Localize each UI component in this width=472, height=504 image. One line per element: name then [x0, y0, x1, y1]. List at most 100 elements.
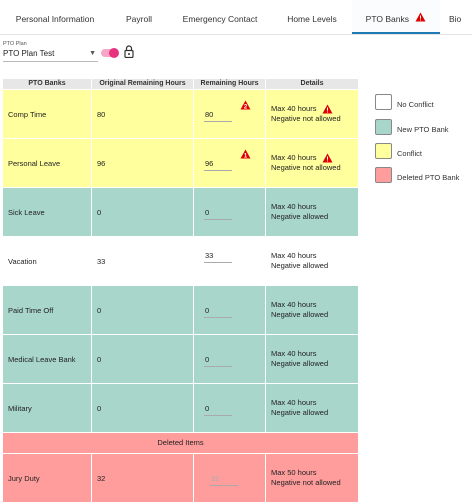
tab-label: Personal Information — [15, 14, 95, 24]
remaining-hours-cell: 80 2 — [194, 90, 265, 138]
tab-label: PTO Banks — [365, 14, 409, 24]
detail-negative: Negative allowed — [271, 359, 329, 368]
warning-icon[interactable]: 1 — [240, 149, 251, 161]
legend-label: Deleted PTO Bank — [397, 173, 460, 182]
legend-label: New PTO Bank — [397, 125, 449, 134]
tab-payroll[interactable]: Payroll — [110, 0, 168, 34]
column-header-pto-banks: PTO Banks — [3, 79, 91, 89]
details-cell: Max 40 hours Negative not allowed — [266, 139, 358, 187]
original-hours: 32 — [92, 454, 193, 502]
detail-max: Max 40 hours — [271, 202, 317, 211]
plan-toggle[interactable] — [101, 48, 119, 58]
remaining-hours-cell: 0 — [194, 286, 265, 334]
detail-max: Max 40 hours — [271, 349, 317, 358]
tab-label: Bio — [449, 14, 462, 24]
tab-emergency-contact[interactable]: Emergency Contact — [168, 0, 272, 34]
original-hours: 33 — [92, 237, 193, 285]
legend-item-conflict: Conflict — [375, 143, 472, 163]
bank-name: Paid Time Off — [3, 286, 91, 334]
original-hours: 0 — [92, 188, 193, 236]
table-row: Medical Leave Bank 0 0 Max 40 hours Nega… — [3, 335, 358, 383]
bank-name: Jury Duty — [3, 454, 91, 502]
detail-max: Max 40 hours — [271, 300, 317, 309]
legend-item-no-conflict: No Conflict — [375, 94, 472, 114]
tab-pto-banks[interactable]: PTO Banks — [352, 0, 440, 34]
legend-label: No Conflict — [397, 100, 434, 109]
bank-name: Military — [3, 384, 91, 432]
bank-name: Vacation — [3, 237, 91, 285]
warning-icon[interactable]: 2 — [240, 100, 251, 112]
detail-max-text: Max 40 hours — [271, 103, 317, 113]
original-hours: 0 — [92, 335, 193, 383]
detail-max: Max 40 hours — [271, 104, 341, 114]
remaining-hours-cell: 0 — [194, 335, 265, 383]
remaining-hours-cell: 0 — [194, 188, 265, 236]
remaining-hours-input[interactable]: 0 — [204, 404, 232, 416]
warning-count: 2 — [244, 104, 248, 110]
tab-label: Payroll — [126, 14, 152, 24]
bank-name: Medical Leave Bank — [3, 335, 91, 383]
detail-negative: Negative not allowed — [271, 478, 341, 487]
table-row: Sick Leave 0 0 Max 40 hours Negative all… — [3, 188, 358, 236]
remaining-hours-input[interactable]: 80 — [204, 110, 232, 122]
table-row: Comp Time 80 80 2 Max 40 hours Negative … — [3, 90, 358, 138]
warning-count: 1 — [244, 153, 248, 159]
detail-negative: Negative not allowed — [271, 114, 341, 123]
detail-max: Max 40 hours — [271, 251, 317, 260]
detail-max: Max 40 hours — [271, 153, 341, 163]
remaining-hours-input[interactable]: 0 — [204, 306, 232, 318]
legend-item-deleted-pto-bank: Deleted PTO Bank — [375, 167, 472, 187]
legend-swatch — [375, 143, 392, 159]
bank-name: Personal Leave — [3, 139, 91, 187]
details-cell: Max 40 hours Negative allowed — [266, 237, 358, 285]
tab-personal-information[interactable]: Personal Information — [0, 0, 110, 34]
remaining-hours-cell: 96 1 — [194, 139, 265, 187]
chevron-down-icon: ▼ — [89, 50, 96, 57]
column-header-original-remaining-hours: Original Remaining Hours — [92, 79, 193, 89]
detail-max: Max 40 hours — [271, 398, 317, 407]
legend-item-new-pto-bank: New PTO Bank — [375, 119, 472, 139]
details-cell: Max 40 hours Negative allowed — [266, 286, 358, 334]
column-header-remaining-hours: Remaining Hours — [194, 79, 265, 89]
details-cell: Max 40 hours Negative allowed — [266, 335, 358, 383]
plan-select[interactable]: PTO Plan Test ▼ — [3, 47, 98, 62]
toggle-knob — [109, 48, 119, 58]
table-row: Jury Duty 32 32 Max 50 hours Negative no… — [3, 454, 358, 502]
table-row: Military 0 0 Max 40 hours Negative allow… — [3, 384, 358, 432]
legend-swatch — [375, 167, 392, 183]
detail-negative: Negative allowed — [271, 310, 329, 319]
original-hours: 80 — [92, 90, 193, 138]
legend-swatch — [375, 94, 392, 110]
detail-negative: Negative allowed — [271, 408, 329, 417]
remaining-hours-cell: 0 — [194, 384, 265, 432]
bank-name: Sick Leave — [3, 188, 91, 236]
bank-name: Comp Time — [3, 90, 91, 138]
original-hours: 96 — [92, 139, 193, 187]
legend-swatch — [375, 119, 392, 135]
remaining-hours-input[interactable]: 96 — [204, 159, 232, 171]
remaining-hours-input[interactable]: 33 — [204, 251, 232, 263]
detail-max-text: Max 40 hours — [271, 152, 317, 162]
warning-icon — [322, 104, 333, 114]
detail-negative: Negative allowed — [271, 261, 329, 270]
details-cell: Max 40 hours Negative allowed — [266, 188, 358, 236]
detail-negative: Negative not allowed — [271, 163, 341, 172]
remaining-hours-readonly: 32 — [210, 474, 238, 486]
deleted-items-header: Deleted Items — [3, 433, 358, 453]
tab-bio[interactable]: Bio — [449, 0, 472, 34]
detail-max: Max 50 hours — [271, 468, 317, 477]
plan-label: PTO Plan — [3, 41, 27, 47]
remaining-hours-input[interactable]: 0 — [204, 208, 232, 220]
details-cell: Max 40 hours Negative allowed — [266, 384, 358, 432]
remaining-hours-input[interactable]: 0 — [204, 355, 232, 367]
lock-icon[interactable] — [124, 45, 134, 63]
warning-icon — [322, 153, 333, 163]
plan-select-value: PTO Plan Test — [3, 49, 55, 58]
remaining-hours-cell: 33 — [194, 237, 265, 285]
table-row: Vacation 33 33 Max 40 hours Negative all… — [3, 237, 358, 285]
tab-home-levels[interactable]: Home Levels — [272, 0, 352, 34]
detail-negative: Negative allowed — [271, 212, 329, 221]
tab-label: Emergency Contact — [182, 14, 258, 24]
legend-label: Conflict — [397, 149, 423, 158]
column-header-details: Details — [266, 79, 358, 89]
